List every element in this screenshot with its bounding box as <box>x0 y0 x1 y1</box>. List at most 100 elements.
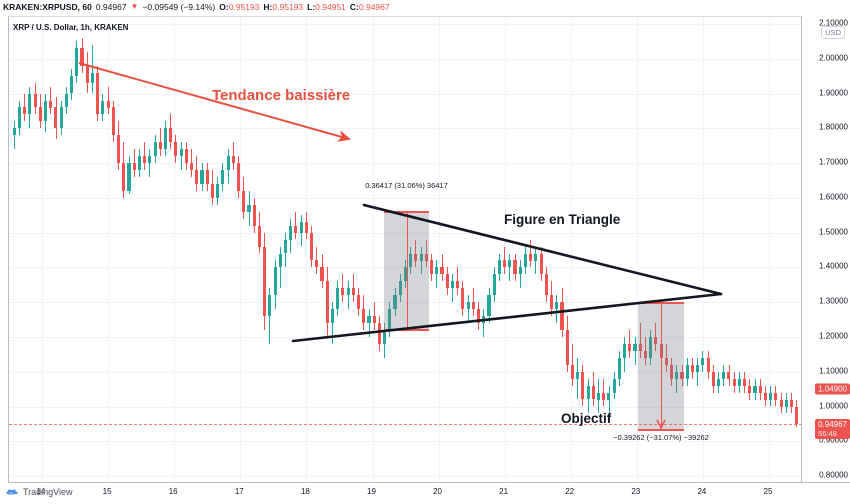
candle-body <box>49 100 53 108</box>
price-tick-label: 1.00000 <box>819 401 848 410</box>
candle-body <box>523 253 528 268</box>
candle-body <box>137 156 141 170</box>
tradingview-logo-label: TradingView <box>23 487 73 497</box>
close-key: C: <box>349 2 359 12</box>
price-tick-label: 1.10000 <box>819 366 848 376</box>
candle-body <box>169 128 173 143</box>
gridline-vertical <box>372 17 374 483</box>
candle-wick <box>665 343 667 372</box>
candle-body <box>80 48 84 66</box>
candle-body <box>174 142 178 157</box>
candle-wick <box>92 44 93 94</box>
candle-body <box>257 225 261 247</box>
candle-body <box>190 163 194 171</box>
candle-body <box>643 350 648 358</box>
low-pair: L: 0.94951 <box>307 2 346 12</box>
candle-body <box>132 163 136 171</box>
candle-body <box>633 343 637 351</box>
gridline-horizontal <box>9 441 802 443</box>
candle-body <box>64 93 68 108</box>
candle-body <box>789 399 794 407</box>
gridline-horizontal <box>9 93 802 95</box>
candle-body <box>779 399 783 407</box>
time-tick-label: 16 <box>168 487 178 496</box>
candle-body <box>763 392 768 400</box>
gridline-horizontal <box>9 406 802 408</box>
candle-body <box>456 281 460 289</box>
candle-body <box>727 371 731 379</box>
candle-body <box>706 357 710 372</box>
candle-body <box>560 302 564 330</box>
candle-body <box>565 330 569 365</box>
candle-body <box>231 156 235 164</box>
candle-body <box>289 225 293 240</box>
candle-body <box>17 107 21 129</box>
candle-body <box>122 163 126 191</box>
price-tick-label: 1.20000 <box>819 331 848 341</box>
candle-body <box>487 295 491 317</box>
candle-body <box>518 267 522 275</box>
candle-body <box>430 260 434 275</box>
price-tick-label: 2.00000 <box>819 53 848 63</box>
candle-body <box>753 385 757 393</box>
candle-body <box>273 267 277 296</box>
close-value: 0.94967 <box>358 2 390 12</box>
candle-body <box>216 183 220 198</box>
time-tick-label: 24 <box>697 487 707 496</box>
candle-body <box>33 93 37 108</box>
time-axis[interactable]: 14 15 16 17 18 19 20 21 22 23 24 25 <box>8 482 850 501</box>
candle-body <box>670 364 674 379</box>
time-tick-label: 19 <box>367 487 376 496</box>
price-tick-label: 1.90000 <box>819 88 848 97</box>
candle-body <box>38 107 42 122</box>
price-change-value: −0.09549 (−9.14%) <box>142 2 216 12</box>
open-value: 0.95193 <box>228 2 260 12</box>
price-plot-area[interactable]: XRP / U.S. Dollar, 1h, KRAKEN 0.36417 (3… <box>8 16 802 483</box>
candle-wick <box>352 274 354 303</box>
candle-body <box>362 309 366 323</box>
candle-body <box>591 385 595 400</box>
candle-body <box>795 406 799 424</box>
candle-body <box>346 288 350 296</box>
candle-body <box>252 204 256 226</box>
candle-body <box>534 253 538 261</box>
last-price-value: 0.94967 <box>95 2 127 12</box>
candle-body <box>85 65 89 84</box>
symbol-label[interactable]: KRAKEN:XRPUSD, 60 <box>3 2 92 12</box>
price-axis[interactable]: USD 2.10000 2.00000 1.90000 1.80000 1.70000 1… <box>801 16 850 482</box>
candle-body <box>28 93 32 115</box>
candle-body <box>737 378 741 386</box>
gridline-vertical <box>174 17 176 483</box>
candle-body <box>539 253 543 275</box>
candle-body <box>263 246 267 317</box>
candle-body <box>356 295 361 310</box>
candle-body <box>675 371 679 379</box>
candle-body <box>476 309 481 323</box>
candle-body <box>377 323 381 344</box>
candle-wick <box>232 142 234 170</box>
candle-body <box>310 232 314 261</box>
candle-body <box>586 385 590 400</box>
candle-body <box>680 371 684 379</box>
candle-body <box>148 156 152 164</box>
candle-body <box>200 170 204 184</box>
gridline-horizontal <box>9 163 802 165</box>
candle-body <box>758 385 762 393</box>
gridline-horizontal <box>9 371 802 373</box>
price-tick-label: 1.40000 <box>819 261 848 271</box>
candle-body <box>367 316 371 324</box>
candle-body <box>143 156 147 164</box>
candle-body <box>268 295 272 317</box>
candle-body <box>617 357 621 379</box>
gridline-horizontal <box>9 128 802 130</box>
low-value: 0.94951 <box>315 2 346 12</box>
candle-body <box>497 260 501 275</box>
gridline-vertical <box>769 17 770 483</box>
tradingview-logo[interactable]: TradingView <box>6 487 73 497</box>
candle-body <box>649 336 653 358</box>
candle-body <box>529 253 533 261</box>
price-tick-label: 1.80000 <box>819 122 848 132</box>
gridline-vertical <box>438 17 440 483</box>
candle-body <box>236 163 241 191</box>
